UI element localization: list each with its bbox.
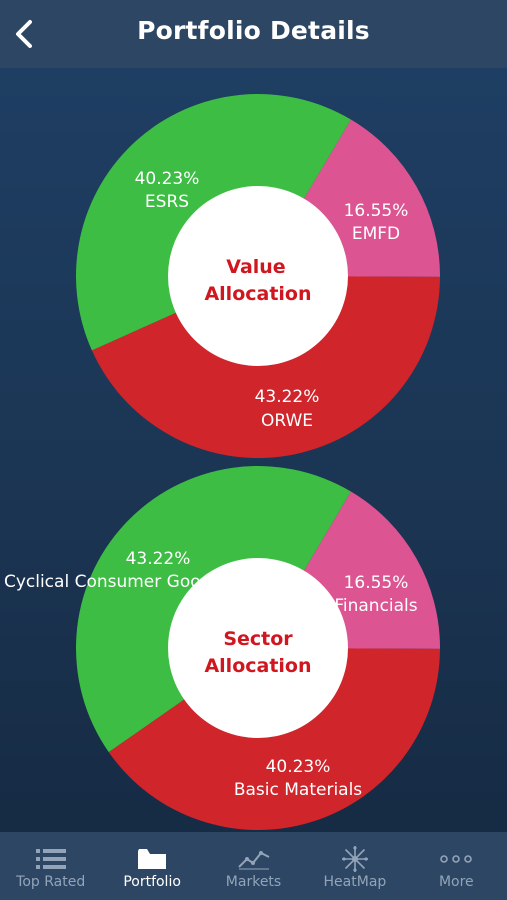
tab-label-more: More — [438, 874, 474, 890]
pie-slice-basic-materials[interactable] — [108, 648, 440, 831]
tab-label-markets: Markets — [225, 874, 282, 890]
main-content: 16.55% EMFD 43.22% ORWE 40.23% ESRS Valu… — [0, 68, 507, 832]
chart-center-title-line1: Value — [226, 256, 285, 278]
slice-label-cyclical-pct: 43.22% — [126, 549, 191, 569]
tab-more[interactable]: More — [406, 832, 507, 900]
back-button[interactable] — [6, 14, 42, 54]
chart-center-title-line2: Allocation — [204, 655, 311, 677]
chevron-left-icon — [16, 20, 32, 48]
slice-label-cyclical-name: Cyclical Consumer Goods & Services — [4, 572, 316, 592]
slice-label-orwe-pct: 43.22% — [255, 387, 320, 407]
tab-label-top-rated: Top Rated — [16, 874, 86, 890]
pie-slice-orwe[interactable] — [91, 276, 441, 459]
slice-label-emfd-name: EMFD — [352, 224, 400, 244]
slice-label-financials-pct: 16.55% — [344, 573, 409, 593]
tab-portfolio[interactable]: Portfolio — [101, 832, 202, 900]
more-dots-icon — [440, 855, 473, 863]
slice-label-basic-materials-name: Basic Materials — [234, 780, 362, 800]
tab-markets[interactable]: Markets — [203, 832, 304, 900]
chart-center-title-line1: Sector — [223, 628, 293, 650]
slice-label-orwe-name: ORWE — [261, 411, 313, 431]
page-title: Portfolio Details — [137, 16, 370, 45]
slice-label-financials-name: Financials — [334, 596, 417, 616]
slice-label-basic-materials-pct: 40.23% — [266, 757, 331, 777]
slice-label-esrs-name: ESRS — [145, 192, 189, 212]
tab-heatmap[interactable]: HeatMap — [304, 832, 405, 900]
bottom-tab-bar: Top Rated Portfolio Markets — [0, 832, 507, 900]
slice-label-esrs-pct: 40.23% — [135, 169, 200, 189]
tab-label-heatmap: HeatMap — [323, 874, 387, 890]
tab-label-portfolio: Portfolio — [123, 874, 181, 890]
line-chart-icon — [237, 851, 269, 870]
pie-center-hole — [168, 186, 348, 366]
sector-allocation-chart[interactable]: 16.55% Financials 40.23% Basic Materials… — [0, 466, 507, 831]
header-bar: Portfolio Details — [0, 0, 507, 68]
slice-label-emfd-pct: 16.55% — [344, 201, 409, 221]
heatmap-icon — [341, 846, 368, 872]
tab-top-rated[interactable]: Top Rated — [0, 832, 101, 900]
pie-center-hole — [168, 558, 348, 738]
value-allocation-chart[interactable]: 16.55% EMFD 43.22% ORWE 40.23% ESRS Valu… — [0, 94, 507, 459]
chart-center-title-line2: Allocation — [204, 283, 311, 305]
folder-icon — [138, 849, 167, 869]
list-icon — [35, 849, 66, 869]
